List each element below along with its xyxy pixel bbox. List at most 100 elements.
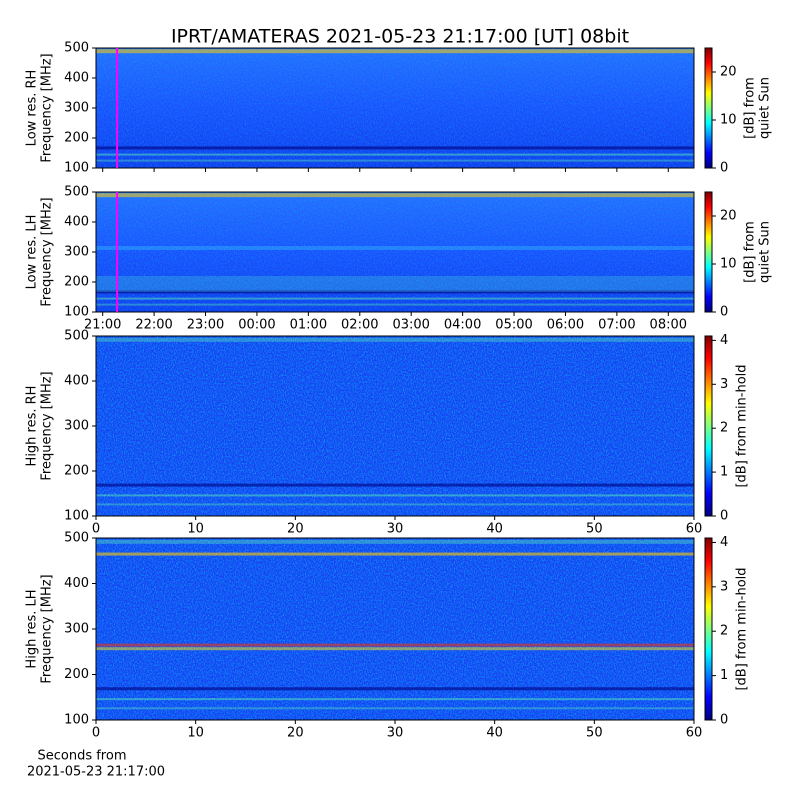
y-tick-label: 100: [64, 305, 89, 320]
spectrogram-noise: [96, 538, 694, 720]
x-tick-label: 21:00: [84, 318, 121, 333]
x-tick-label: 00:00: [238, 318, 275, 333]
x-tick-label: 60: [686, 522, 703, 537]
y-axis-label: Low res. RH: [25, 70, 40, 147]
colorbar-label: [dB] from: [743, 221, 758, 283]
colorbar-tick-label: 3: [720, 377, 728, 392]
spectrogram-band: [96, 49, 694, 54]
colorbar-label: quiet Sun: [758, 77, 773, 139]
y-axis-label: Frequency [MHz]: [40, 371, 55, 480]
spectrogram-band: [96, 483, 694, 487]
y-tick-label: 200: [64, 275, 89, 290]
y-axis-label: Frequency [MHz]: [40, 53, 55, 162]
x-tick-label: 02:00: [341, 318, 378, 333]
y-tick-label: 200: [64, 667, 89, 682]
colorbar-tick-label: 2: [720, 624, 728, 639]
spectrogram-band: [96, 647, 694, 651]
x-tick-label: 0: [92, 726, 100, 741]
x-tick-label: 10: [187, 726, 204, 741]
x-tick-label: 05:00: [495, 318, 532, 333]
x-tick-label: 04:00: [444, 318, 481, 333]
x-tick-label: 50: [586, 726, 603, 741]
y-tick-label: 200: [64, 131, 89, 146]
y-tick-label: 400: [64, 71, 89, 86]
spectrogram-band: [96, 337, 694, 342]
chart-title: IPRT/AMATERAS 2021-05-23 21:17:00 [UT] 0…: [171, 26, 629, 48]
y-tick-label: 400: [64, 374, 89, 389]
colorbar: [704, 335, 713, 517]
spectrogram-band: [96, 303, 694, 306]
colorbar-tick-label: 20: [720, 209, 737, 224]
colorbar-label: [dB] from min-hold: [735, 364, 750, 487]
colorbar-tick-label: 4: [720, 535, 728, 550]
colorbar: [704, 537, 713, 721]
y-tick-label: 400: [64, 576, 89, 591]
spectrogram-band: [96, 297, 694, 300]
spectrogram-band: [96, 146, 694, 150]
colorbar-tick-label: 10: [720, 113, 737, 128]
spectrogram-band: [96, 503, 694, 506]
y-tick-label: 500: [64, 185, 89, 200]
x-tick-label: 23:00: [187, 318, 224, 333]
spectrogram-band: [96, 698, 694, 701]
colorbar-tick-label: 3: [720, 579, 728, 594]
y-tick-label: 500: [64, 531, 89, 546]
spectrogram-band: [96, 159, 694, 162]
y-tick-label: 300: [64, 245, 89, 260]
x-tick-label: 20: [287, 522, 304, 537]
y-tick-label: 300: [64, 419, 89, 434]
spectrogram-noise: [96, 48, 694, 168]
y-axis-label: Low res. LH: [25, 215, 40, 290]
x-tick-label: 30: [387, 726, 404, 741]
colorbar-tick-label: 20: [720, 65, 737, 80]
spectrogram-band: [96, 276, 694, 292]
y-tick-label: 500: [64, 41, 89, 56]
x-tick-label: 0: [92, 522, 100, 537]
spectrogram-band: [96, 193, 694, 198]
spectrogram-band: [96, 643, 694, 647]
colorbar: [704, 47, 713, 169]
x-tick-label: 08:00: [650, 318, 687, 333]
y-tick-label: 100: [64, 509, 89, 524]
spectrogram-band: [96, 707, 694, 710]
colorbar-tick-label: 0: [720, 161, 728, 176]
colorbar-tick-label: 4: [720, 333, 728, 348]
x-tick-label: 20: [287, 726, 304, 741]
spectrogram-band: [96, 153, 694, 156]
x-tick-label: 01:00: [290, 318, 327, 333]
colorbar-tick-label: 2: [720, 421, 728, 436]
colorbar: [704, 191, 713, 313]
y-tick-label: 300: [64, 101, 89, 116]
spectrogram-band: [96, 539, 694, 544]
spectrogram-band: [96, 552, 694, 556]
y-tick-label: 100: [64, 713, 89, 728]
x-axis-label: 2021-05-23 21:17:00: [27, 765, 165, 780]
x-tick-label: 60: [686, 726, 703, 741]
colorbar-label: quiet Sun: [758, 221, 773, 283]
y-tick-label: 500: [64, 329, 89, 344]
colorbar-tick-label: 10: [720, 257, 737, 272]
colorbar-label: [dB] from: [743, 77, 758, 139]
colorbar-tick-label: 0: [720, 509, 728, 524]
colorbar-label: [dB] from min-hold: [735, 567, 750, 690]
colorbar-tick-label: 0: [720, 305, 728, 320]
colorbar-tick-label: 1: [720, 668, 728, 683]
colorbar-tick-label: 0: [720, 713, 728, 728]
spectrogram-band: [96, 687, 694, 691]
y-tick-label: 200: [64, 464, 89, 479]
y-axis-label: High res. LH: [25, 589, 40, 668]
x-tick-label: 22:00: [135, 318, 172, 333]
spectrogram-noise: [96, 192, 694, 312]
x-tick-label: 06:00: [547, 318, 584, 333]
y-axis-label: Frequency [MHz]: [40, 574, 55, 683]
spectrogram-band: [96, 290, 694, 294]
x-tick-label: 40: [486, 726, 503, 741]
spectrogram-noise: [96, 336, 694, 516]
x-tick-label: 03:00: [392, 318, 429, 333]
spectrogram-band: [96, 246, 694, 250]
x-tick-label: 30: [387, 522, 404, 537]
x-tick-label: 50: [586, 522, 603, 537]
spectrogram-band: [96, 494, 694, 497]
y-axis-label: Frequency [MHz]: [40, 197, 55, 306]
